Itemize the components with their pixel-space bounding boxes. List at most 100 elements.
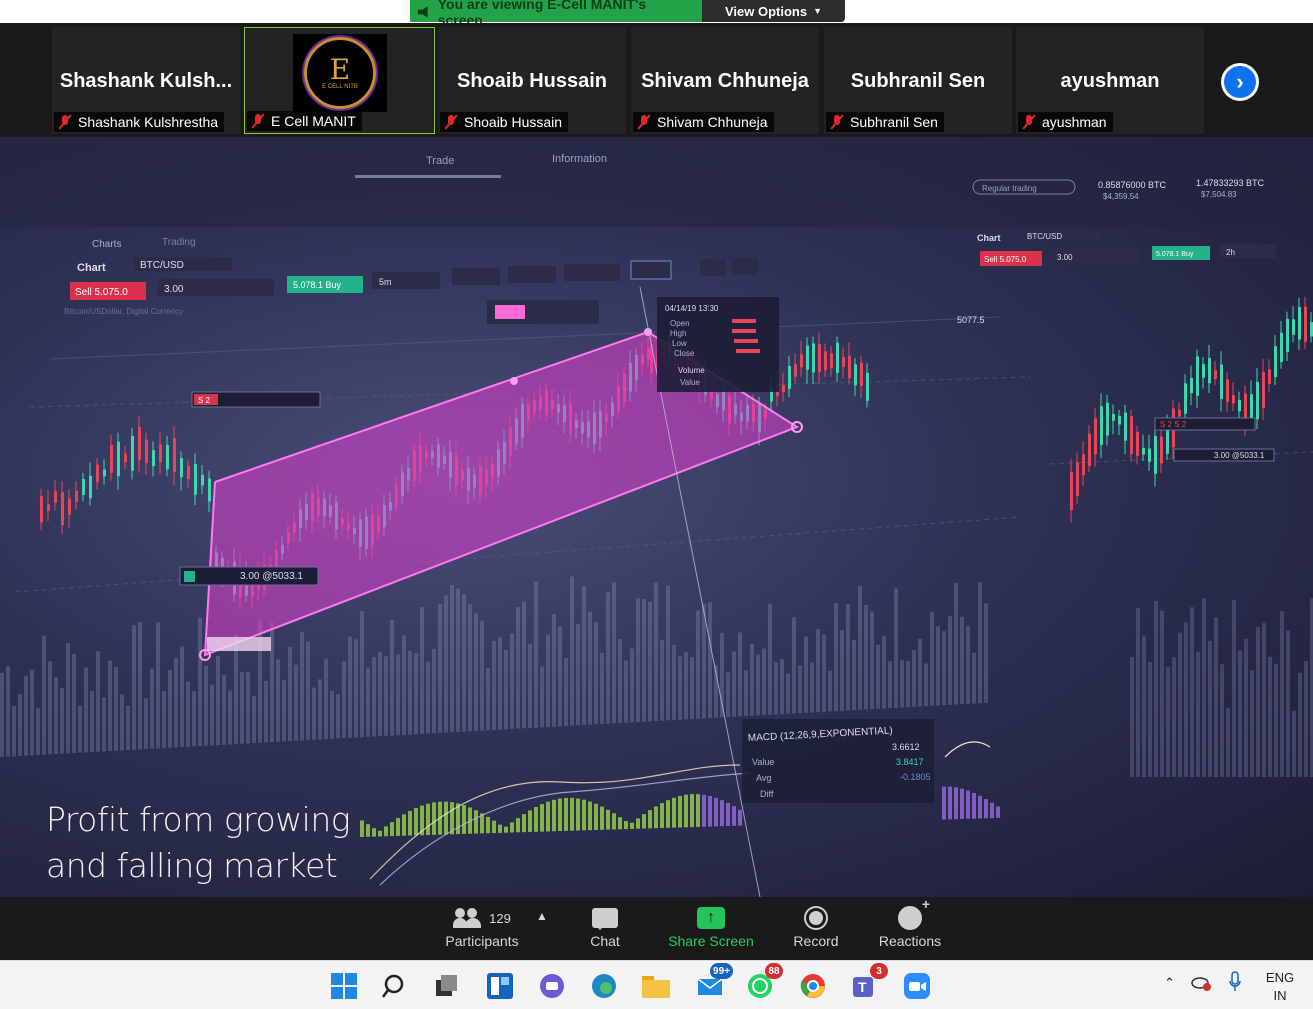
volume-bar — [390, 620, 394, 736]
candle-body — [1142, 447, 1145, 455]
right-quantity-input: 3.00 — [1057, 253, 1073, 262]
view-options-button[interactable]: View Options ▼ — [702, 0, 845, 22]
participant-display-name: Subhranil Sen — [850, 70, 986, 92]
macd-bar — [612, 813, 616, 830]
search-icon[interactable] — [381, 971, 411, 1001]
participant-tile[interactable]: Shivam Chhuneja Shivam Chhuneja — [631, 27, 819, 134]
volume-bar — [858, 586, 862, 710]
volume-bar — [30, 669, 34, 756]
volume-bar — [972, 652, 976, 704]
chat-button[interactable]: Chat — [588, 903, 622, 957]
microphone-icon[interactable] — [1228, 971, 1242, 996]
widgets-icon[interactable] — [485, 971, 515, 1001]
volume-bar — [834, 603, 838, 712]
participant-display-name: Shashank Kulsh... — [59, 70, 233, 92]
volume-bar — [276, 659, 280, 742]
volume-bar — [180, 646, 184, 748]
volume-bar — [1160, 610, 1164, 777]
tab-trading: Trading — [162, 237, 196, 248]
volume-bar — [24, 675, 28, 756]
volume-bar — [336, 694, 340, 739]
volume-bar — [342, 661, 346, 739]
reactions-button[interactable]: Reactions — [878, 896, 942, 957]
participant-tile[interactable]: Subhranil Sen Subhranil Sen — [824, 27, 1012, 134]
volume-bar — [924, 663, 928, 707]
volume-bar — [942, 631, 946, 706]
volume-bar — [876, 644, 880, 709]
volume-bar — [1196, 651, 1200, 777]
macd-bar — [714, 797, 718, 827]
zoom-app-icon[interactable] — [902, 971, 932, 1001]
macd-bar — [444, 801, 448, 835]
tray-overflow-icon[interactable]: ⌃ — [1164, 975, 1175, 990]
candle-body — [842, 357, 845, 367]
macd-bar — [420, 805, 424, 836]
candle-body — [1112, 414, 1115, 421]
macd-bar — [678, 795, 682, 828]
volume-bar — [660, 640, 664, 721]
participant-tile-active-speaker[interactable]: E E CELL NITB E Cell MANIT — [244, 27, 435, 134]
chrome-icon[interactable] — [798, 971, 828, 1001]
record-button[interactable]: Record — [792, 903, 840, 957]
share-screen-button[interactable]: ↑ Share Screen — [668, 903, 754, 957]
volume-bar — [618, 639, 622, 724]
volume-bar — [1208, 640, 1212, 777]
file-explorer-icon[interactable] — [641, 971, 671, 1001]
volume-bar — [1166, 667, 1170, 777]
macd-bar — [960, 788, 964, 819]
volume-bar — [462, 594, 466, 732]
right-symbol-input: BTC/USD — [1027, 232, 1062, 241]
volume-bar — [90, 690, 94, 753]
participant-name: Subhranil Sen — [850, 114, 938, 130]
macd-bar — [498, 824, 502, 833]
candle-body — [166, 444, 169, 470]
chart-label: Chart — [77, 262, 106, 274]
tab-charts: Charts — [92, 239, 121, 250]
participant-tile[interactable]: Shoaib Hussain Shoaib Hussain — [438, 27, 626, 134]
task-view-icon[interactable] — [432, 971, 462, 1001]
reactions-label: Reactions — [878, 933, 942, 949]
start-menu-icon[interactable] — [329, 971, 359, 1001]
volume-bar — [852, 639, 856, 711]
macd-bar — [372, 828, 376, 837]
volume-bar — [936, 625, 940, 706]
macd-bar — [534, 807, 538, 832]
volume-bar — [1148, 661, 1152, 777]
volume-bar — [12, 705, 16, 757]
candle-body — [103, 469, 106, 477]
participants-chevron-up-icon[interactable]: ▲ — [536, 909, 548, 923]
candle-body — [180, 457, 183, 478]
onedrive-error-icon[interactable] — [1191, 973, 1213, 996]
macd-diff-label: Diff — [760, 789, 774, 799]
volume-bar — [792, 617, 796, 714]
participant-tile[interactable]: Shashank Kulsh... Shashank Kulshrestha — [52, 27, 240, 134]
volume-bar — [804, 636, 808, 713]
caption-line-1: Profit from growing — [46, 800, 351, 839]
candle-body — [1298, 306, 1301, 340]
chat-app-icon[interactable] — [537, 971, 567, 1001]
macd-bar — [402, 814, 406, 836]
candle-body — [1262, 372, 1265, 409]
volume-bar — [510, 633, 514, 729]
macd-bar — [486, 816, 490, 834]
participant-tile[interactable]: ayushman ayushman — [1016, 27, 1204, 134]
volume-bar — [786, 673, 790, 714]
mail-icon[interactable]: 99+ — [695, 963, 733, 1001]
language-indicator[interactable]: ENG IN — [1262, 969, 1298, 1005]
volume-bar — [900, 660, 904, 708]
macd-bar — [378, 830, 382, 837]
teams-icon[interactable]: T 3 — [850, 963, 888, 1001]
reactions-icon — [898, 896, 930, 930]
whatsapp-icon[interactable]: 88 — [745, 963, 783, 1001]
volume-bar — [732, 651, 736, 717]
edge-browser-icon[interactable] — [589, 971, 619, 1001]
candle-body — [1178, 409, 1181, 417]
participant-name: Shivam Chhuneja — [657, 114, 768, 130]
volume-bar — [1154, 600, 1158, 777]
whatsapp-badge: 88 — [765, 963, 783, 979]
volume-bar — [1136, 608, 1140, 777]
volume-bar — [726, 672, 730, 718]
volume-bar — [504, 649, 508, 730]
next-page-button[interactable]: › — [1221, 63, 1259, 101]
participants-button[interactable]: 129 Participants — [443, 903, 521, 957]
